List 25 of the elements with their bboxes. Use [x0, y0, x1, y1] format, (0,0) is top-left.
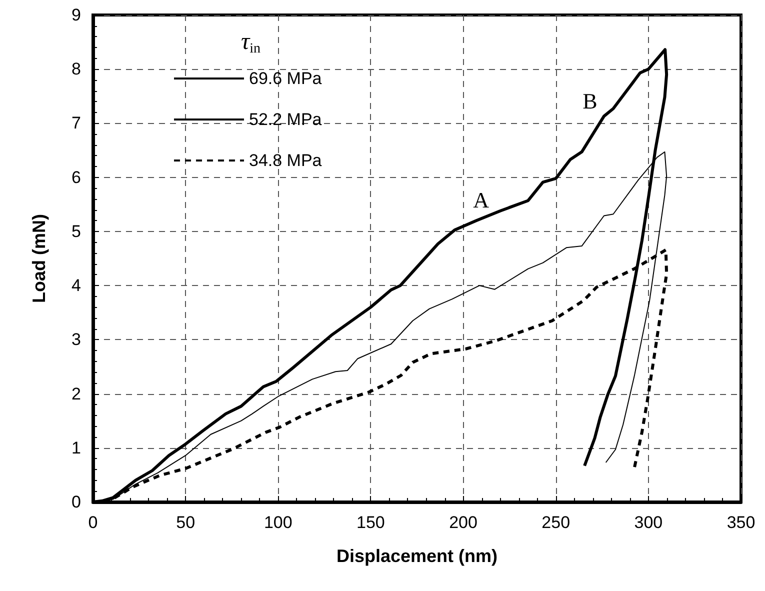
y-tick-label: 3: [72, 330, 81, 350]
x-tick-label: 100: [264, 513, 292, 532]
annotation: A: [473, 188, 490, 212]
legend-label: 69.6 MPa: [249, 69, 322, 88]
annotation: B: [582, 88, 598, 114]
x-tick-label: 50: [176, 513, 196, 532]
legend-label: 52.2 MPa: [249, 110, 322, 129]
x-tick-label: 200: [449, 513, 478, 532]
y-tick-label: 0: [72, 492, 81, 512]
x-tick-label: 300: [634, 513, 663, 532]
y-tick-label: 1: [72, 438, 81, 458]
y-tick-label: 6: [72, 168, 81, 187]
x-tick-label: 0: [88, 513, 98, 532]
y-tick-label: 7: [72, 114, 81, 133]
y-axis-title: Load (mN): [29, 214, 49, 303]
legend-label: 34.8 MPa: [249, 151, 322, 170]
y-tick-label: 9: [72, 6, 81, 24]
x-axis-title: Displacement (nm): [336, 546, 498, 566]
x-tick-label: 350: [726, 513, 756, 532]
x-tick-label: 150: [356, 513, 385, 532]
y-tick-label: 8: [72, 60, 81, 79]
y-tick-label: 4: [72, 276, 81, 296]
x-tick-label: 250: [542, 513, 570, 532]
y-tick-label: 5: [72, 222, 81, 241]
y-tick-label: 2: [72, 384, 81, 404]
